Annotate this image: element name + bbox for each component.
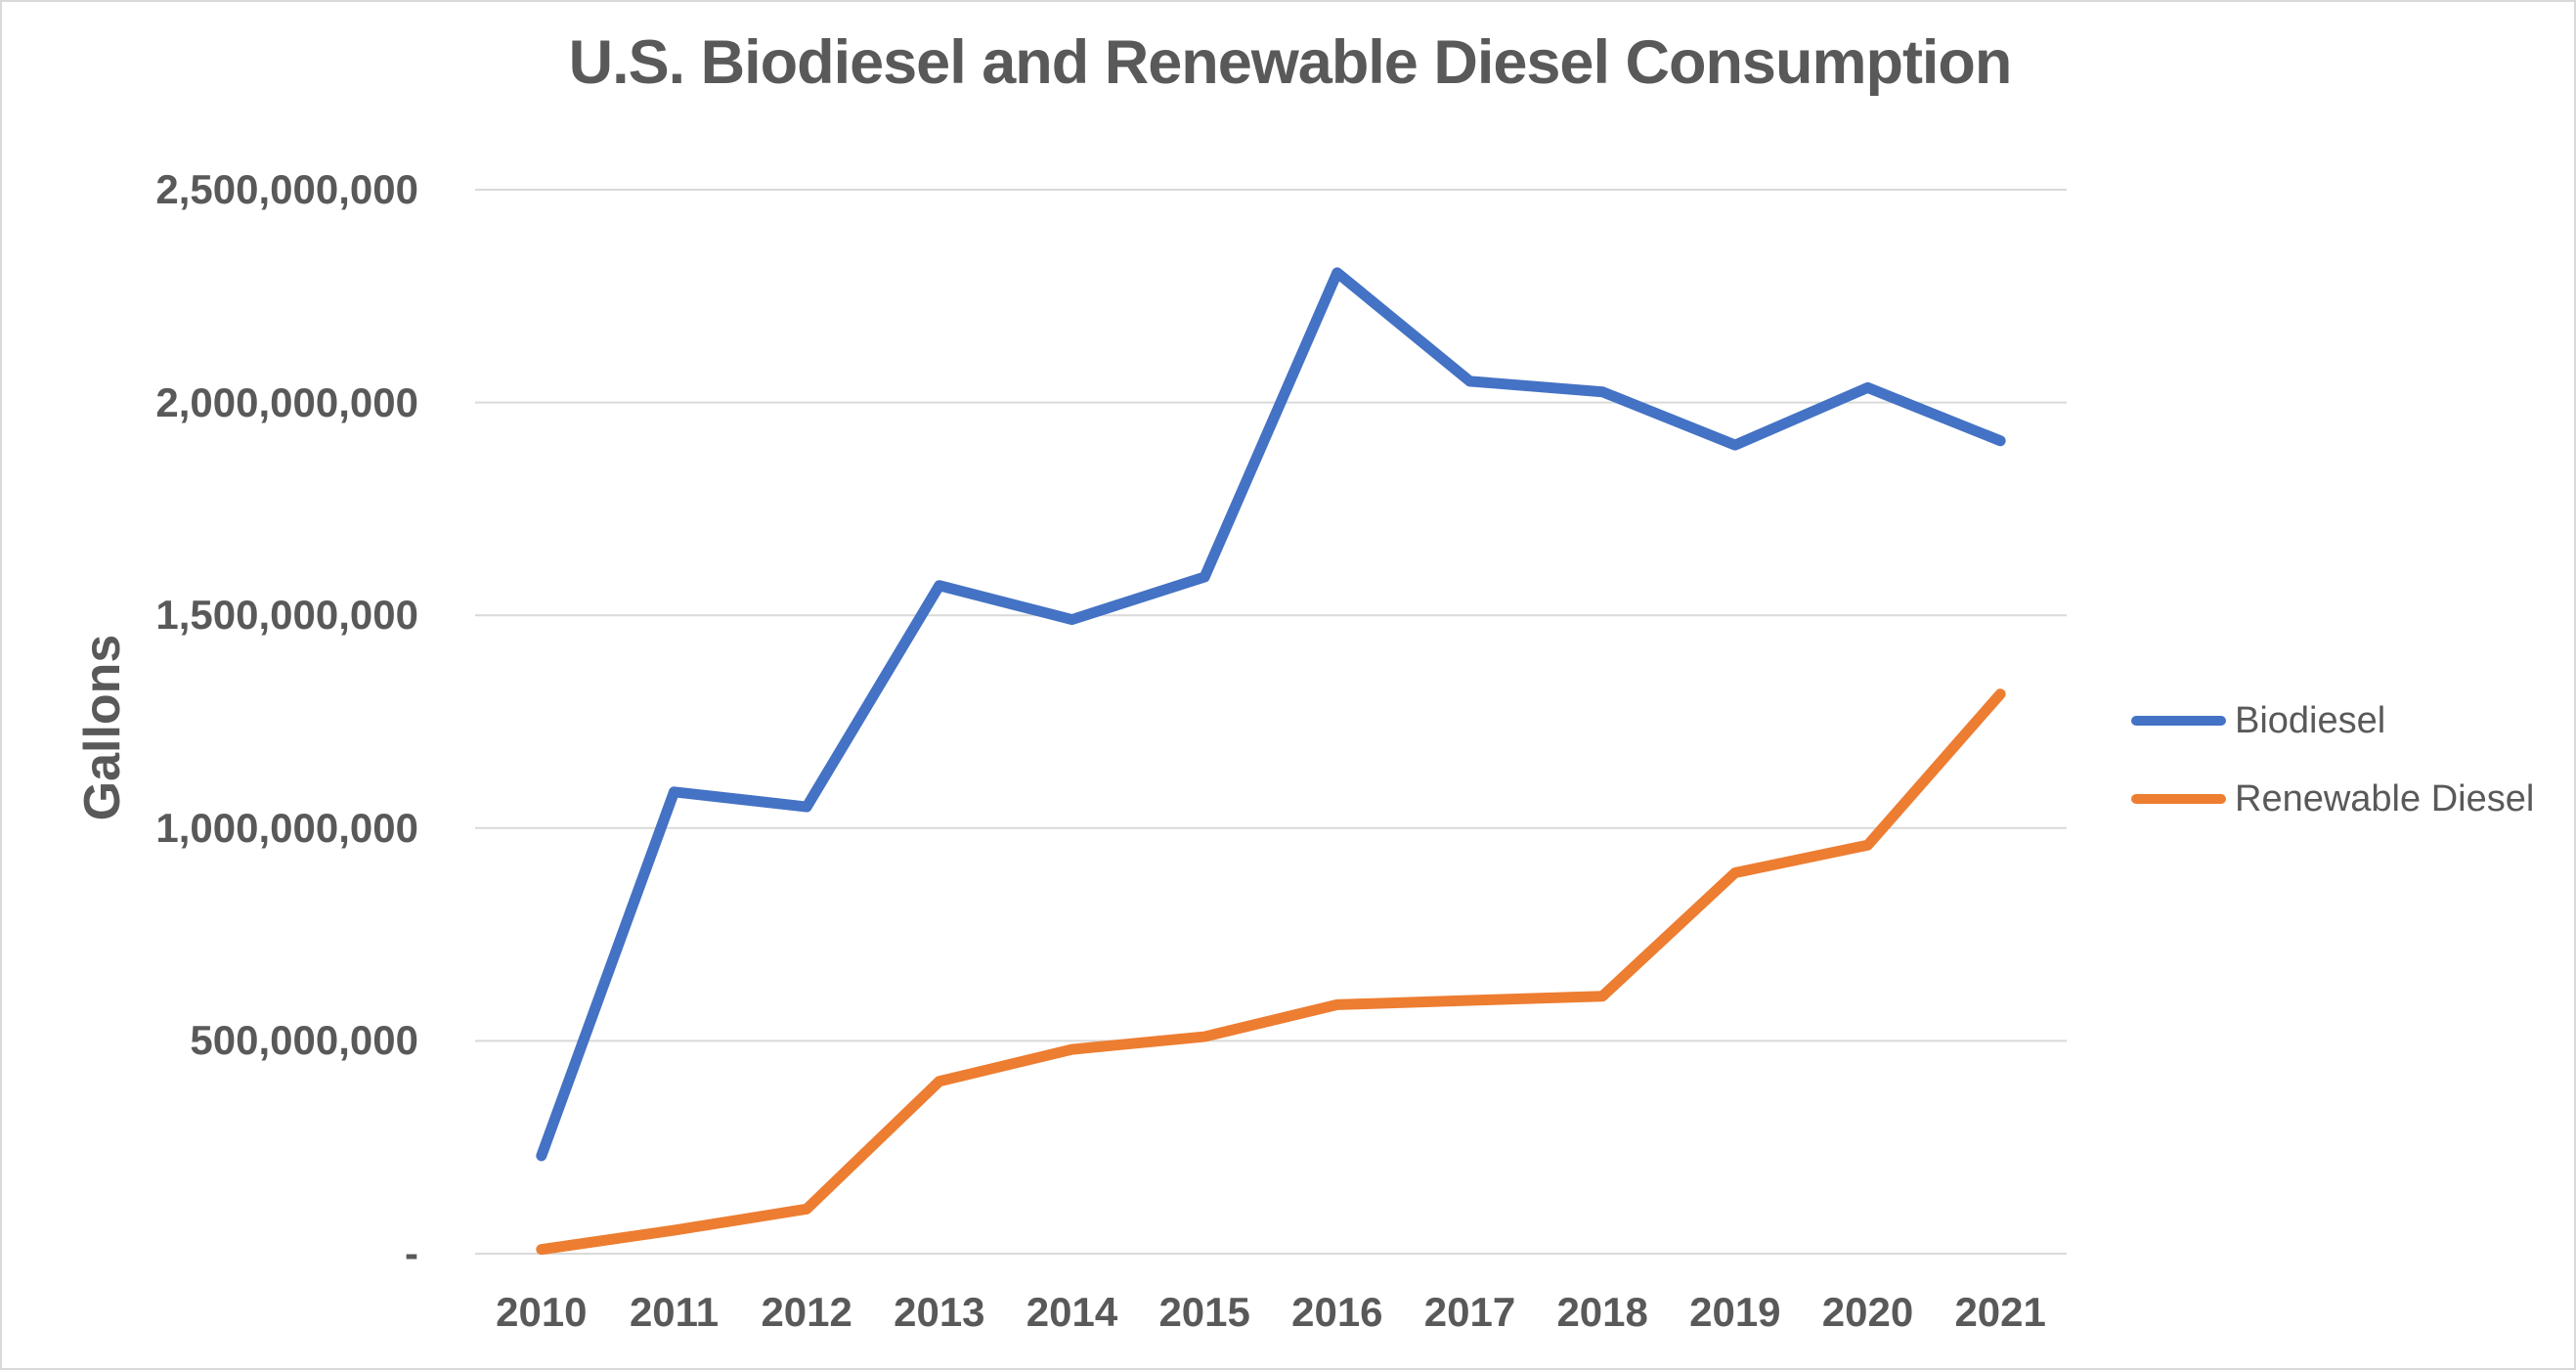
- x-axis-tick-label: 2021: [1954, 1289, 2046, 1335]
- legend-item-renewable-diesel: Renewable Diesel: [2131, 776, 2534, 821]
- x-axis-tick-label: 2014: [1026, 1289, 1118, 1335]
- legend-swatch-icon: [2131, 716, 2226, 726]
- legend-label: Renewable Diesel: [2235, 777, 2535, 819]
- y-axis-tick-label: 1,000,000,000: [155, 804, 418, 851]
- x-axis-tick-label: 2018: [1556, 1289, 1648, 1335]
- x-axis-tick-label: 2016: [1291, 1289, 1383, 1335]
- x-axis-tick-label: 2020: [1821, 1289, 1914, 1335]
- chart-title: U.S. Biodiesel and Renewable Diesel Cons…: [568, 28, 2013, 97]
- legend-item-biodiesel: Biodiesel: [2131, 698, 2534, 743]
- x-axis-tick-label: 2019: [1689, 1289, 1781, 1335]
- y-axis-tick-label: -: [405, 1230, 418, 1276]
- series-line-renewable-diesel: [536, 688, 2006, 1256]
- x-axis-tick-label: 2013: [894, 1289, 985, 1335]
- y-axis-tick-label: 500,000,000: [190, 1017, 418, 1064]
- x-axis-tick-label: 2017: [1423, 1289, 1516, 1335]
- y-axis-tick-label: 2,000,000,000: [155, 378, 418, 425]
- x-axis-tick-label: 2011: [629, 1289, 720, 1335]
- x-axis-tick-label: 2012: [761, 1289, 852, 1335]
- y-axis-tick-label: 2,500,000,000: [155, 166, 418, 212]
- legend-swatch-icon: [2131, 794, 2226, 804]
- x-axis-tick-label: 2015: [1158, 1289, 1250, 1335]
- series-line-biodiesel: [536, 267, 2006, 1162]
- x-axis-tick-label: 2010: [496, 1289, 588, 1335]
- legend: Biodiesel Renewable Diesel: [2131, 698, 2534, 821]
- legend-label: Biodiesel: [2235, 699, 2386, 741]
- y-axis-tick-label: 1,500,000,000: [155, 592, 418, 639]
